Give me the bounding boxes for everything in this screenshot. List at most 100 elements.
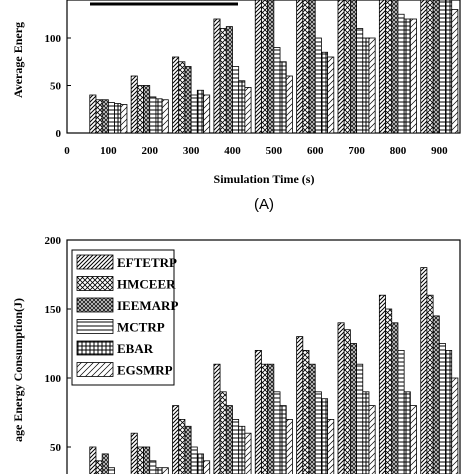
bar-b-s4-c2 <box>196 453 204 474</box>
bar-a-s3-c7 <box>397 13 405 134</box>
bar-b-s0-c3 <box>213 363 221 474</box>
x-tick-label: 0 <box>64 145 70 157</box>
bar-a-s5-c6 <box>368 37 376 134</box>
panel-b-bars <box>89 267 459 474</box>
bar-b-s5-c2 <box>203 460 211 474</box>
legend-label: HMCEER <box>117 277 176 292</box>
bar-b-s2-c6 <box>349 343 357 474</box>
bar-b-s0-c2 <box>172 405 180 474</box>
bar-b-s2-c2 <box>184 425 192 474</box>
legend-swatch <box>76 276 114 291</box>
bar-a-s4-c2 <box>196 89 204 134</box>
bar-a-s3-c1 <box>149 96 157 134</box>
bar-b-s5-c1 <box>161 467 169 474</box>
bar-b-s0-c6 <box>337 322 345 474</box>
bar-a-s4-c4 <box>279 61 287 134</box>
bar-a-s3-c8 <box>438 0 446 134</box>
panel-a-x-label: Simulation Time (s) <box>214 172 315 186</box>
bar-b-s3-c7 <box>397 349 405 474</box>
x-tick-label: 400 <box>224 145 241 157</box>
bar-a-s5-c3 <box>244 87 252 134</box>
bar-a-s5-c5 <box>327 56 335 134</box>
bar-a-s2-c3 <box>225 26 233 134</box>
bar-a-s5-c7 <box>409 18 417 134</box>
bar-a-s2-c4 <box>267 0 275 134</box>
bar-b-s0-c7 <box>378 294 386 474</box>
bar-b-s5-c6 <box>368 405 376 474</box>
bar-a-s5-c1 <box>161 99 169 134</box>
bar-a-s1-c4 <box>261 0 269 134</box>
bar-a-s4-c1 <box>155 98 163 134</box>
bar-a-s4-c6 <box>362 37 370 134</box>
bar-b-s0-c8 <box>420 267 428 474</box>
bar-b-s1-c4 <box>261 363 269 474</box>
bar-a-s5-c2 <box>203 94 211 134</box>
bar-a-s3-c6 <box>356 28 364 134</box>
bar-a-s1-c5 <box>302 0 310 134</box>
bar-a-s0-c2 <box>172 56 180 134</box>
bar-b-s3-c8 <box>438 343 446 474</box>
bar-a-s1-c6 <box>343 0 351 134</box>
bar-b-s5-c5 <box>327 418 335 474</box>
bar-a-s1-c3 <box>219 28 227 134</box>
bar-a-s1-c0 <box>95 99 103 134</box>
bar-b-s1-c0 <box>95 460 103 474</box>
bar-a-s0-c3 <box>213 18 221 134</box>
panel-b-y-ticks: 50 100 150 200 <box>45 235 71 454</box>
panel-a-bars <box>89 0 459 134</box>
bar-a-s5-c4 <box>285 75 293 134</box>
legend-swatch <box>76 254 114 270</box>
bar-b-s1-c2 <box>178 418 186 474</box>
x-tick-label: 700 <box>348 145 365 157</box>
legend-swatch <box>76 297 114 313</box>
bar-b-s3-c4 <box>273 391 281 474</box>
bar-b-s2-c3 <box>225 405 233 474</box>
bar-b-s0-c5 <box>296 336 304 474</box>
x-tick-label: 800 <box>390 145 407 157</box>
bar-a-s0-c1 <box>130 75 138 134</box>
bar-b-s1-c3 <box>219 391 227 474</box>
legend: EFTETRP HMCEER IEEMARP MCTRP EBAR EGSMRP <box>76 254 178 378</box>
bar-a-s5-c0 <box>120 104 128 134</box>
bar-a-s3-c5 <box>314 37 322 134</box>
bar-a-s3-c3 <box>232 66 240 134</box>
bar-b-s2-c7 <box>391 322 399 474</box>
bar-b-s4-c5 <box>321 398 329 474</box>
bar-a-s4-c0 <box>114 103 122 134</box>
bar-a-s1-c2 <box>178 61 186 134</box>
bar-b-s4-c6 <box>362 391 370 474</box>
legend-label: IEEMARP <box>117 298 178 313</box>
bar-a-s0-c5 <box>296 0 304 134</box>
bar-b-s2-c4 <box>267 363 275 474</box>
bar-a-s2-c8 <box>432 0 440 134</box>
y-tick-label: 100 <box>45 373 62 385</box>
bar-a-s5-c8 <box>451 9 459 134</box>
bar-b-s0-c1 <box>130 432 138 474</box>
x-tick-label: 300 <box>183 145 200 157</box>
panel-b-frame <box>66 239 461 474</box>
bar-b-s4-c4 <box>279 405 287 474</box>
bar-a-s1-c1 <box>136 85 144 134</box>
legend-label: EBAR <box>117 341 154 356</box>
panel-a-caption: (A) <box>254 196 274 213</box>
x-tick-label: 900 <box>431 145 448 157</box>
panel-a-y-label: Average Energ <box>11 22 25 98</box>
bar-a-s4-c3 <box>238 80 246 134</box>
legend-swatch <box>76 362 114 377</box>
x-tick-label: 100 <box>100 145 117 157</box>
bar-b-s3-c3 <box>232 418 240 474</box>
bar-a-s1-c8 <box>426 0 434 134</box>
bar-b-s1-c1 <box>136 446 144 474</box>
legend-swatch <box>76 319 114 334</box>
bar-b-s2-c0 <box>101 453 109 474</box>
panel-a-x-ticks: 0 100 200 300 400 500 600 700 800 900 <box>64 129 448 157</box>
bar-a-s4-c5 <box>321 51 329 134</box>
bar-b-s4-c3 <box>238 425 246 474</box>
bar-a-s0-c0 <box>89 94 97 134</box>
y-tick-label: 150 <box>45 304 62 316</box>
bar-a-s0-c6 <box>337 0 345 134</box>
bar-a-s0-c7 <box>378 0 386 134</box>
bar-a-s4-c8 <box>445 0 453 134</box>
legend-label: EGSMRP <box>117 363 173 378</box>
